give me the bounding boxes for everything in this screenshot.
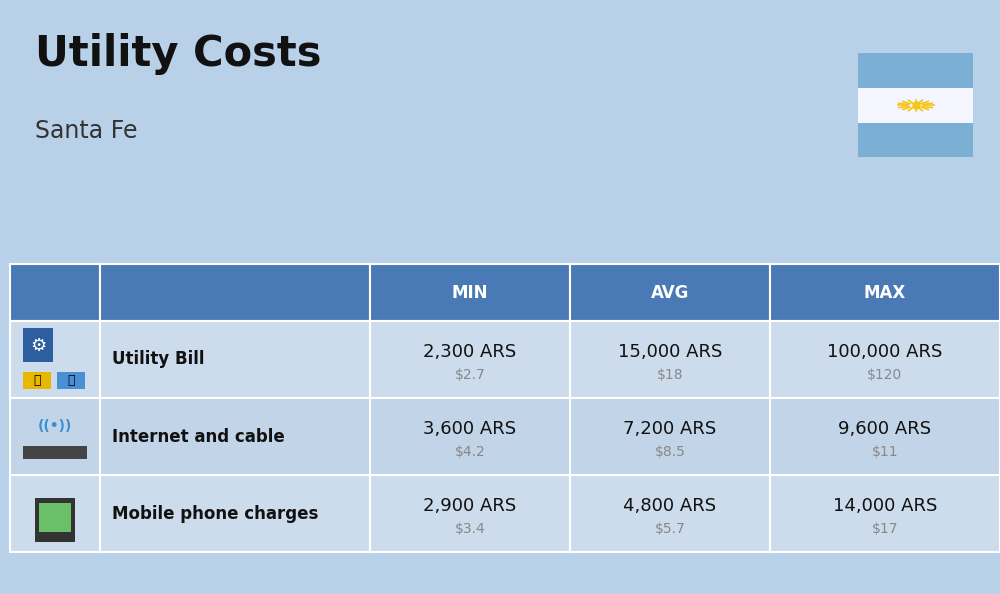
Text: Internet and cable: Internet and cable [112, 428, 285, 446]
Bar [23, 328, 53, 362]
Bar [770, 475, 1000, 552]
Bar [10, 264, 100, 321]
Bar [570, 475, 770, 552]
Text: $3.4: $3.4 [455, 522, 485, 536]
Bar [10, 475, 100, 552]
Bar [39, 503, 71, 532]
Bar [858, 88, 973, 123]
Bar [100, 475, 370, 552]
Bar [10, 398, 100, 475]
Bar [35, 498, 75, 542]
Bar [770, 398, 1000, 475]
Bar [57, 372, 85, 389]
Text: $2.7: $2.7 [455, 368, 485, 382]
Bar [10, 321, 100, 398]
Bar [370, 475, 570, 552]
Bar [770, 321, 1000, 398]
Bar [100, 398, 370, 475]
Text: MAX: MAX [864, 283, 906, 302]
Text: $8.5: $8.5 [655, 445, 685, 459]
Bar [370, 264, 570, 321]
Text: 2,900 ARS: 2,900 ARS [423, 497, 517, 515]
Text: $5.7: $5.7 [655, 522, 685, 536]
Text: MIN: MIN [452, 283, 488, 302]
Bar [100, 321, 370, 398]
Text: 🔌: 🔌 [33, 374, 41, 387]
Text: 9,600 ARS: 9,600 ARS [838, 420, 932, 438]
Bar [570, 321, 770, 398]
Bar [370, 321, 570, 398]
Bar [100, 264, 370, 321]
Text: 100,000 ARS: 100,000 ARS [827, 343, 943, 361]
Bar [858, 123, 973, 157]
Text: $18: $18 [657, 368, 683, 382]
Text: $11: $11 [872, 445, 898, 459]
Bar [23, 446, 87, 459]
Text: 14,000 ARS: 14,000 ARS [833, 497, 937, 515]
Text: ⚙: ⚙ [30, 337, 46, 355]
Text: 7,200 ARS: 7,200 ARS [623, 420, 717, 438]
Text: AVG: AVG [651, 283, 689, 302]
Bar [858, 53, 973, 88]
Text: 4,800 ARS: 4,800 ARS [623, 497, 717, 515]
Text: 2,300 ARS: 2,300 ARS [423, 343, 517, 361]
Bar [370, 398, 570, 475]
Text: Utility Costs: Utility Costs [35, 33, 322, 75]
Text: $4.2: $4.2 [455, 445, 485, 459]
Text: Mobile phone charges: Mobile phone charges [112, 505, 318, 523]
Bar [770, 264, 1000, 321]
Text: 3,600 ARS: 3,600 ARS [423, 420, 517, 438]
Text: $17: $17 [872, 522, 898, 536]
Text: Utility Bill: Utility Bill [112, 350, 205, 368]
Bar [23, 372, 51, 389]
Text: ((•)): ((•)) [38, 419, 72, 433]
Text: 15,000 ARS: 15,000 ARS [618, 343, 722, 361]
Bar [570, 264, 770, 321]
Text: $120: $120 [867, 368, 903, 382]
Text: Santa Fe: Santa Fe [35, 119, 138, 143]
Bar [570, 398, 770, 475]
Text: 💧: 💧 [67, 374, 75, 387]
